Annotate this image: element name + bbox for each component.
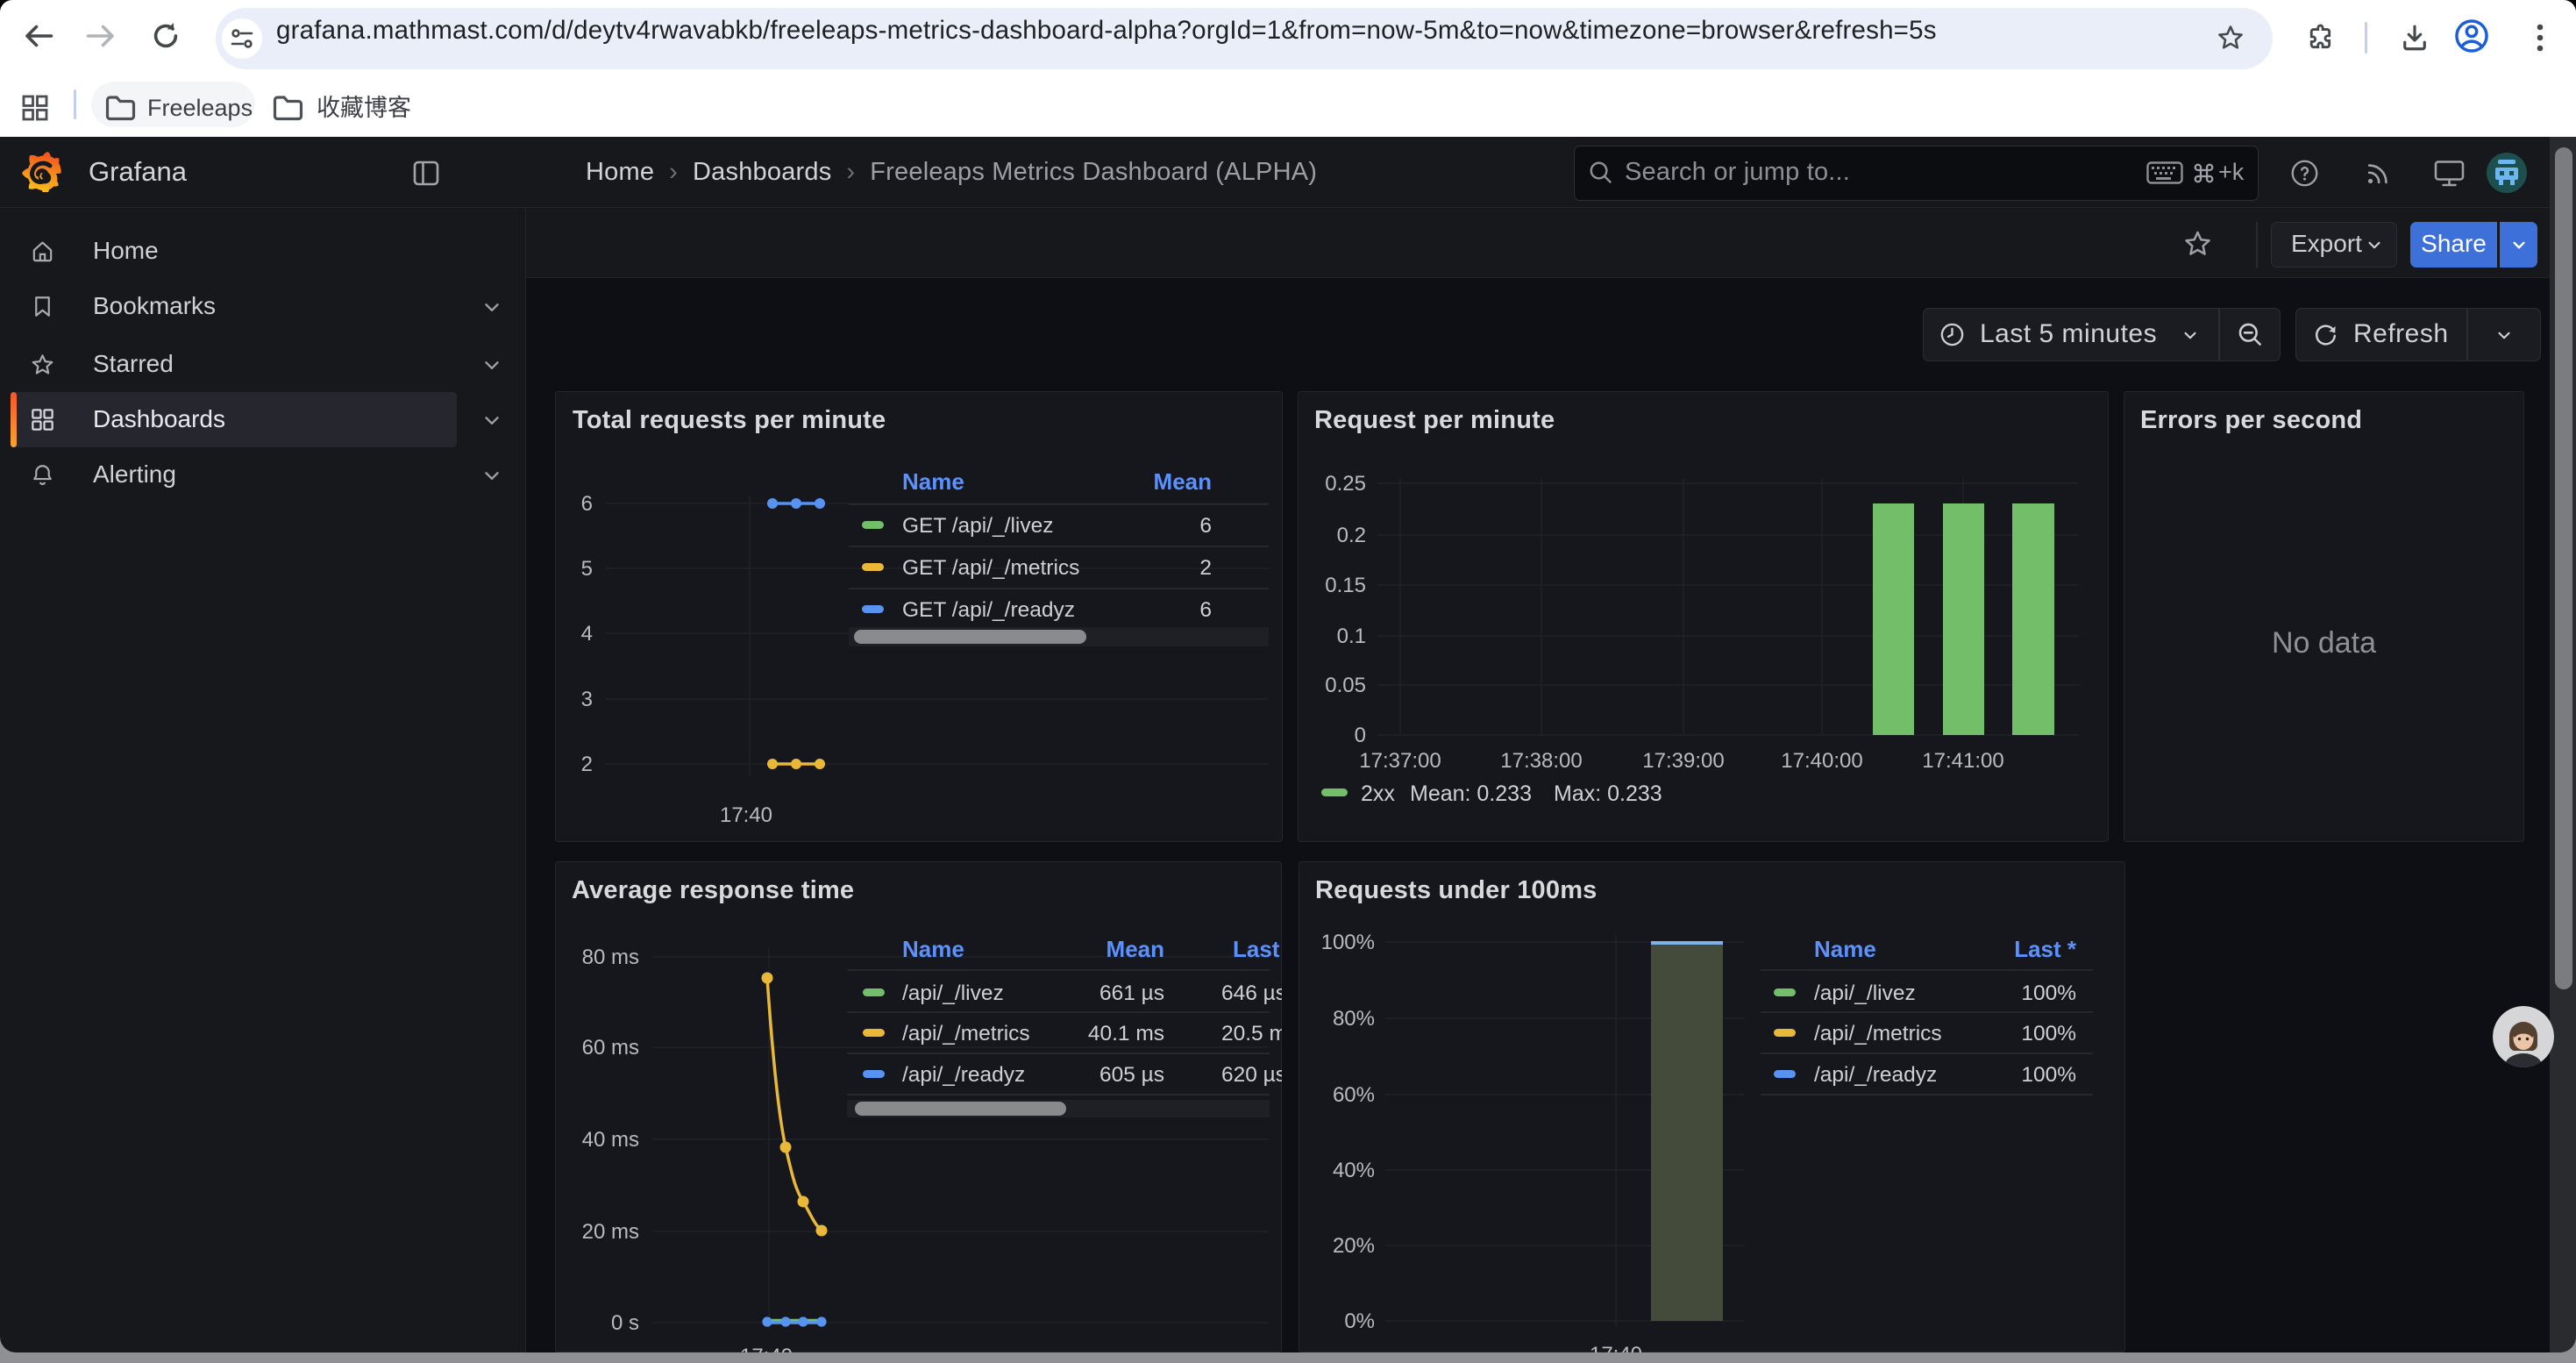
svg-text:Mean: 0.233: Mean: 0.233 (1410, 781, 1532, 806)
svg-text:100%: 100% (2021, 981, 2076, 1005)
svg-text:20 ms: 20 ms (582, 1220, 639, 1244)
svg-text:Name: Name (902, 468, 964, 495)
svg-text:Mean: Mean (1154, 468, 1212, 495)
svg-text:0 s: 0 s (611, 1311, 639, 1335)
svg-text:5: 5 (581, 557, 593, 581)
svg-text:0.1: 0.1 (1337, 624, 1366, 648)
svg-text:17:40: 17:40 (1590, 1343, 1642, 1352)
svg-text:Name: Name (1814, 936, 1876, 962)
svg-text:40 ms: 40 ms (582, 1128, 639, 1152)
svg-text:/api/_/readyz: /api/_/readyz (1814, 1063, 1937, 1087)
svg-text:GET /api/_/livez: GET /api/_/livez (902, 514, 1053, 538)
svg-text:100%: 100% (1321, 931, 1375, 954)
svg-text:6: 6 (1199, 514, 1212, 538)
svg-text:/api/_/livez: /api/_/livez (902, 981, 1004, 1005)
svg-text:3: 3 (581, 688, 593, 711)
svg-text:661 µs: 661 µs (1099, 981, 1164, 1005)
svg-text:17:40: 17:40 (740, 1345, 793, 1352)
svg-text:GET /api/_/readyz: GET /api/_/readyz (902, 598, 1075, 622)
svg-text:605 µs: 605 µs (1099, 1063, 1164, 1087)
svg-text:0%: 0% (1344, 1309, 1375, 1333)
svg-text:100%: 100% (2021, 1022, 2076, 1045)
svg-text:0.05: 0.05 (1325, 674, 1366, 697)
svg-text:17:40: 17:40 (720, 803, 772, 827)
svg-text:60 ms: 60 ms (582, 1036, 639, 1060)
svg-text:/api/_/readyz: /api/_/readyz (902, 1063, 1025, 1087)
svg-text:17:39:00: 17:39:00 (1642, 749, 1724, 773)
svg-text:60%: 60% (1333, 1083, 1375, 1107)
svg-text:20.5 ms: 20.5 ms (1221, 1022, 1282, 1045)
svg-text:/api/_/metrics: /api/_/metrics (902, 1022, 1030, 1045)
svg-text:17:38:00: 17:38:00 (1500, 749, 1582, 773)
svg-text:80%: 80% (1333, 1007, 1375, 1031)
svg-text:17:41:00: 17:41:00 (1922, 749, 2003, 773)
svg-text:6: 6 (1199, 598, 1212, 622)
svg-text:Last *: Last * (2014, 936, 2077, 962)
svg-text:/api/_/livez: /api/_/livez (1814, 981, 1916, 1005)
svg-text:40%: 40% (1333, 1159, 1375, 1182)
svg-text:0.25: 0.25 (1325, 472, 1366, 496)
svg-text:17:37:00: 17:37:00 (1359, 749, 1441, 773)
svg-text:80 ms: 80 ms (582, 946, 639, 969)
svg-text:/api/_/metrics: /api/_/metrics (1814, 1022, 1942, 1045)
svg-text:4: 4 (581, 622, 593, 646)
svg-text:0: 0 (1355, 724, 1366, 747)
svg-text:Name: Name (902, 936, 964, 962)
svg-text:2: 2 (1199, 556, 1212, 580)
svg-text:GET /api/_/metrics: GET /api/_/metrics (902, 556, 1079, 580)
svg-text:100%: 100% (2021, 1063, 2076, 1087)
svg-text:0.15: 0.15 (1325, 574, 1366, 597)
svg-text:40.1 ms: 40.1 ms (1088, 1022, 1164, 1045)
svg-text:20%: 20% (1333, 1234, 1375, 1258)
svg-text:Mean: Mean (1107, 936, 1164, 962)
svg-text:2xx: 2xx (1361, 781, 1395, 806)
svg-text:646 µs: 646 µs (1221, 981, 1282, 1005)
svg-text:6: 6 (581, 492, 593, 516)
svg-text:Max: 0.233: Max: 0.233 (1554, 781, 1662, 806)
svg-text:17:40:00: 17:40:00 (1781, 749, 1862, 773)
svg-text:Last *: Last * (1233, 936, 1282, 962)
svg-text:2: 2 (581, 753, 593, 776)
svg-text:620 µs: 620 µs (1221, 1063, 1282, 1087)
svg-text:0.2: 0.2 (1337, 524, 1366, 547)
